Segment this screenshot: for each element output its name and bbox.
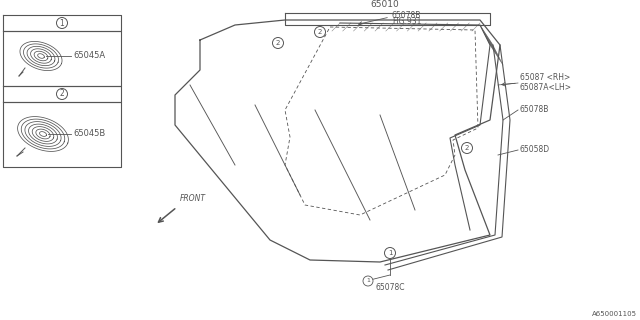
Text: 65078B: 65078B (392, 12, 421, 20)
Text: 2: 2 (465, 145, 469, 151)
Circle shape (385, 247, 396, 259)
Text: 65045B: 65045B (73, 130, 105, 139)
Circle shape (56, 89, 67, 100)
Text: 2: 2 (276, 40, 280, 46)
Text: 65087A<LH>: 65087A<LH> (520, 83, 572, 92)
Text: 2: 2 (318, 29, 322, 35)
Text: 1: 1 (60, 19, 65, 28)
Text: 65045A: 65045A (73, 52, 105, 60)
Circle shape (56, 18, 67, 28)
Circle shape (461, 142, 472, 154)
Text: 65010: 65010 (371, 0, 399, 9)
Text: 65087 <RH>: 65087 <RH> (520, 74, 570, 83)
Text: 1: 1 (366, 278, 370, 284)
Text: 1: 1 (388, 250, 392, 256)
Text: 65058D: 65058D (520, 146, 550, 155)
Text: A650001105: A650001105 (592, 311, 637, 317)
Text: FRONT: FRONT (180, 194, 206, 203)
Text: FIG.931: FIG.931 (392, 18, 421, 27)
Text: 65078B: 65078B (520, 106, 549, 115)
Circle shape (273, 37, 284, 49)
Circle shape (314, 27, 326, 37)
Circle shape (363, 276, 373, 286)
Text: 65078C: 65078C (375, 284, 404, 292)
Text: 2: 2 (60, 90, 65, 99)
